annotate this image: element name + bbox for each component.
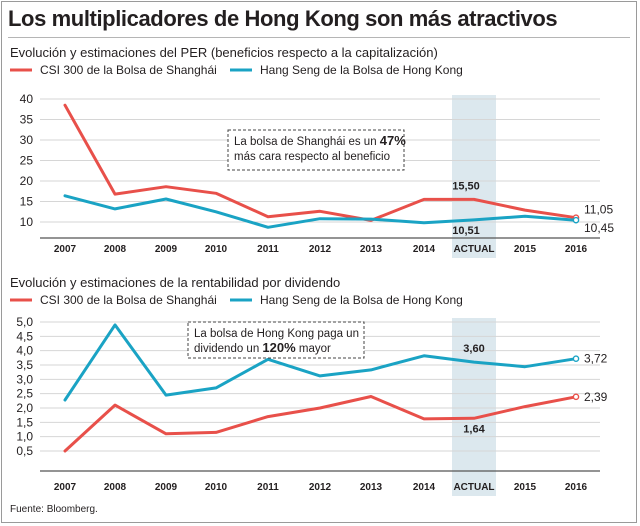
x-tick-label: 2016 (565, 244, 588, 255)
x-tick-label: 2015 (514, 244, 537, 255)
annotation-line-1: La bolsa de Shanghái es un 47% (234, 133, 406, 148)
legend-label: CSI 300 de la Bolsa de Shanghái (40, 293, 217, 307)
x-tick-label: 2011 (257, 244, 279, 255)
actual-highlight-band (452, 318, 496, 496)
chart-2-title: Evolución y estimaciones de la rentabili… (10, 275, 340, 290)
annotation-box (187, 321, 365, 359)
annotation-text: La bolsa de Hong Kong paga un (194, 328, 359, 340)
annotation-emphasis: 47% (380, 133, 406, 148)
y-tick-label: 25 (20, 154, 34, 168)
x-tick-label: 2011 (257, 482, 279, 493)
y-tick-label: 10 (20, 215, 34, 229)
y-tick-label: 3,5 (16, 358, 33, 372)
x-tick-label: ACTUAL (453, 244, 494, 255)
x-tick-label: 2008 (104, 244, 127, 255)
data-label: 10,51 (452, 225, 480, 237)
annotation-text: más cara respecto al beneficio (234, 151, 390, 163)
x-tick-label: 2012 (309, 482, 332, 493)
legend-label: Hang Seng de la Bolsa de Hong Kong (260, 63, 463, 77)
series-line-shanghai (63, 395, 578, 453)
annotation-emphasis: 120% (262, 340, 296, 355)
data-label: 15,50 (452, 180, 480, 192)
series-line-hongkong (63, 323, 578, 402)
x-tick-label: 2009 (155, 244, 178, 255)
x-tick-label: 2012 (309, 244, 332, 255)
y-tick-label: 5,0 (16, 315, 33, 329)
annotation-text: dividendo un (194, 343, 262, 355)
legend-label: CSI 300 de la Bolsa de Shanghái (40, 63, 217, 77)
actual-highlight-band (452, 95, 496, 258)
annotation-line-2: dividendo un 120% mayor (194, 340, 331, 355)
x-tick-label: 2016 (565, 482, 588, 493)
x-tick-label: 2007 (54, 482, 77, 493)
y-tick-label: 1,5 (16, 415, 33, 429)
data-label: 2,39 (584, 390, 608, 404)
data-label: 3,60 (463, 343, 484, 355)
x-tick-label: 2009 (155, 482, 178, 493)
source-note: Fuente: Bloomberg. (10, 504, 98, 515)
annotation-text: mayor (296, 343, 331, 355)
y-tick-label: 1,0 (16, 430, 33, 444)
y-tick-label: 0,5 (16, 444, 33, 458)
x-tick-label: ACTUAL (453, 482, 494, 493)
x-tick-label: 2010 (205, 482, 228, 493)
x-tick-label: 2014 (413, 244, 436, 255)
y-tick-label: 2,0 (16, 401, 33, 415)
y-tick-label: 40 (20, 92, 34, 106)
end-point-marker (572, 355, 580, 362)
x-tick-label: 2007 (54, 244, 77, 255)
x-tick-label: 2014 (413, 482, 436, 493)
data-label: 11,05 (584, 203, 613, 217)
legend-label: Hang Seng de la Bolsa de Hong Kong (260, 293, 463, 307)
y-tick-label: 3,0 (16, 372, 33, 386)
annotation-text: La bolsa de Shanghái es un (234, 136, 380, 148)
y-tick-label: 2,5 (16, 387, 33, 401)
annotation-box (227, 129, 405, 171)
end-point-marker (572, 216, 580, 224)
series-line-shanghai (63, 103, 578, 222)
data-label: 1,64 (463, 423, 485, 435)
x-tick-label: 2015 (514, 482, 537, 493)
title-divider (8, 37, 630, 38)
chart-2: Evolución y estimaciones de la rentabili… (10, 275, 608, 496)
data-label: 10,45 (584, 221, 614, 235)
chart-1-title: Evolución y estimaciones del PER (benefi… (10, 45, 438, 60)
annotation-line-1: La bolsa de Hong Kong paga un (194, 328, 359, 340)
series-line-hongkong (63, 194, 578, 229)
page-title: Los multiplicadores de Hong Kong son más… (8, 6, 558, 31)
chart-1: Evolución y estimaciones del PER (benefi… (10, 45, 614, 258)
y-tick-label: 20 (20, 174, 34, 188)
y-tick-label: 15 (20, 195, 34, 209)
y-tick-label: 4,5 (16, 329, 33, 343)
x-tick-label: 2008 (104, 482, 127, 493)
data-label: 3,72 (584, 352, 608, 366)
annotation-line-2: más cara respecto al beneficio (234, 151, 390, 163)
x-tick-label: 2013 (360, 244, 383, 255)
y-tick-label: 4,0 (16, 344, 33, 358)
end-point-marker (572, 393, 580, 401)
y-tick-label: 35 (20, 113, 34, 127)
y-tick-label: 30 (20, 133, 34, 147)
x-tick-label: 2013 (360, 482, 383, 493)
x-tick-label: 2010 (205, 244, 228, 255)
